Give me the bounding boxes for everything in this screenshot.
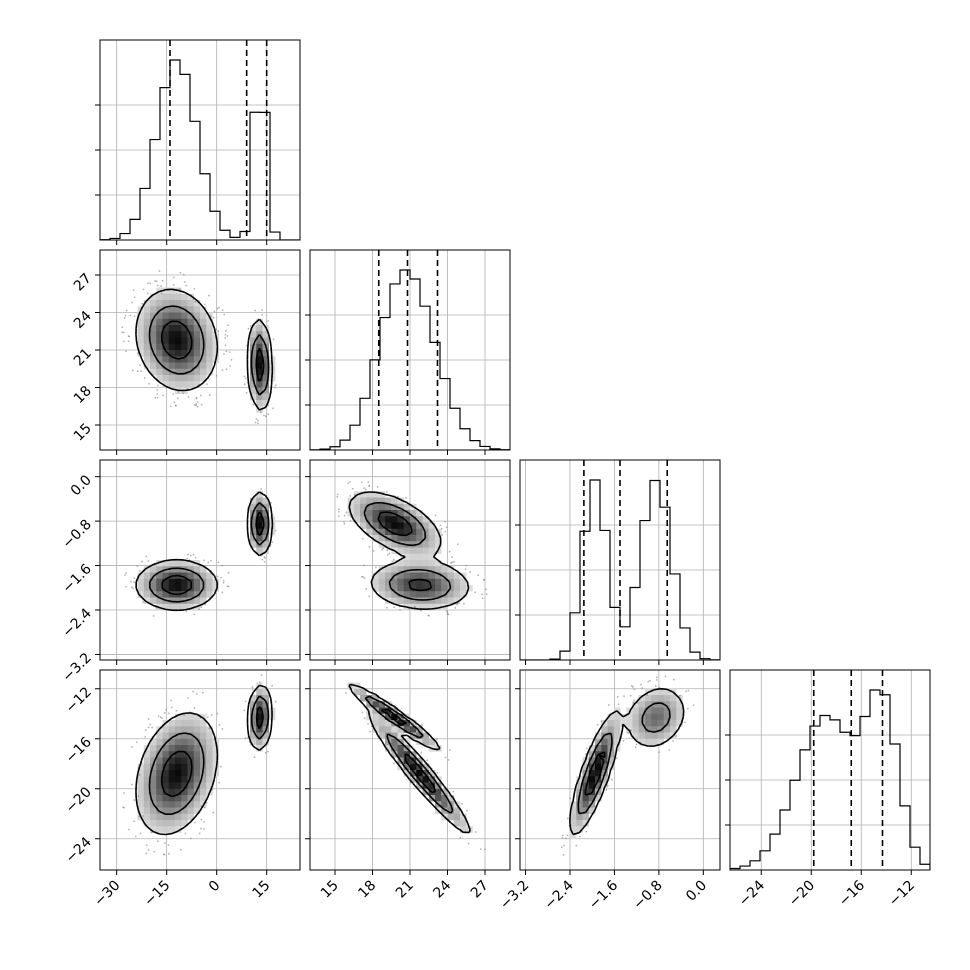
panel-frame (99, 459, 301, 661)
x-tick-label: −1.6 (586, 877, 621, 912)
contour-lines (135, 288, 274, 411)
panel-2-2 (515, 459, 721, 665)
panel-frame (99, 669, 301, 871)
x-tick-label: −2.4 (541, 877, 576, 912)
panel-3-0: −30 −15 0 15 −24 −20 −16 −12 (63, 669, 301, 910)
density-cells (137, 682, 276, 833)
x-tick-label: 21 (393, 878, 417, 902)
x-tick-label: −24 (736, 877, 768, 909)
x-tick-label: 18 (355, 878, 379, 902)
x-tick-label: 24 (430, 877, 454, 901)
density-cells (137, 491, 276, 611)
x-tick-label: −20 (786, 878, 818, 910)
y-tick-label: 27 (71, 271, 95, 295)
y-tick-label: −2.4 (59, 605, 94, 640)
x-tick-label: −12 (886, 878, 918, 910)
panel-2-0: −3.2 −2.4 −1.6 −0.8 0.0 (59, 459, 301, 685)
x-tick-label: 0 (206, 878, 224, 896)
x-tick-label: −15 (141, 878, 173, 910)
y-tick-label: 18 (71, 383, 95, 407)
x-tick-label: −16 (836, 877, 868, 909)
y-tick-label: 0.0 (68, 472, 95, 499)
panel-0-0 (95, 39, 301, 245)
contour-lines (348, 491, 470, 610)
panel-frame (99, 39, 301, 241)
y-tick-label: 24 (71, 308, 95, 332)
panel-3-2: −3.2 −2.4 −1.6 −0.8 0.0 (497, 669, 721, 913)
density-cells (570, 688, 683, 840)
x-tick-label: −30 (91, 878, 123, 910)
y-tick-label: −3.2 (59, 650, 94, 685)
panel-1-0: 15 18 21 24 27 (71, 249, 301, 455)
panel-frame (519, 669, 721, 871)
y-tick-label: −20 (63, 784, 95, 816)
panel-3-3: −24 −20 −16 −12 (725, 669, 931, 910)
x-tick-label: 0.0 (683, 878, 710, 905)
y-tick-label: −1.6 (59, 561, 94, 596)
x-tick-label: −0.8 (630, 878, 665, 913)
contour-lines (135, 684, 273, 836)
contour-lines (348, 683, 471, 834)
y-tick-label: −24 (63, 834, 95, 866)
x-tick-label: 27 (468, 878, 492, 902)
scatter-points (336, 481, 488, 617)
histogram-2 (520, 479, 720, 660)
scatter-points (121, 270, 277, 425)
y-tick-label: −16 (63, 734, 95, 766)
contour-lines (135, 491, 274, 612)
y-tick-label: 15 (71, 421, 95, 445)
histogram-0 (100, 59, 300, 240)
y-tick-label: −0.8 (59, 517, 94, 552)
histogram-1 (310, 269, 510, 450)
x-tick-label: 15 (250, 878, 274, 902)
panel-2-1 (305, 459, 511, 665)
panel-frame (729, 669, 931, 871)
contour-lines (569, 687, 685, 836)
y-tick-label: 21 (71, 346, 95, 370)
density-cells (137, 287, 276, 413)
x-tick-label: −3.2 (497, 878, 532, 913)
x-tick-label: 15 (318, 878, 342, 902)
y-tick-label: −12 (63, 684, 95, 716)
panel-frame (519, 459, 721, 661)
histogram-3 (730, 689, 930, 870)
panel-1-1 (305, 249, 511, 455)
panel-3-1: 15 18 21 24 27 (305, 669, 511, 902)
